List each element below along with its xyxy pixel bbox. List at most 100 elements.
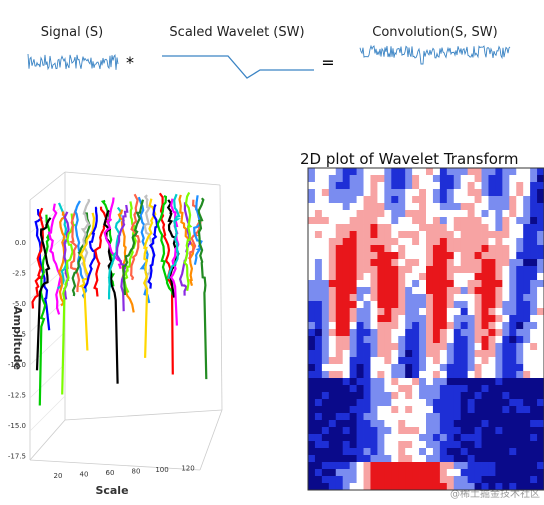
heat-cell (370, 217, 378, 225)
heat-cell (509, 252, 517, 260)
heat-cell (314, 168, 323, 176)
heat-cell (495, 343, 503, 351)
heat-cell (377, 224, 385, 232)
heat-cell (405, 329, 413, 337)
heat-cell (537, 462, 544, 470)
heat-cell (328, 245, 337, 253)
heat-cell (321, 350, 330, 358)
heat-cell (356, 483, 364, 491)
heat-cell (509, 259, 517, 267)
heat-cell (377, 385, 385, 393)
heat-cell (509, 231, 517, 239)
heat-cell (356, 301, 364, 309)
heat-cell (460, 399, 469, 407)
heat-cell (516, 315, 524, 323)
heat-cell (432, 357, 441, 365)
heat-cell (370, 413, 378, 421)
heat-cell (342, 245, 351, 253)
heat-cell (384, 364, 392, 372)
heat-cell (426, 322, 434, 330)
heat-cell (446, 392, 455, 400)
heat-cell (363, 266, 371, 274)
heat-cell (412, 210, 420, 218)
heat-cell (328, 224, 337, 232)
heat-cell (370, 273, 378, 281)
heat-cell (384, 399, 392, 407)
heat-cell (509, 322, 517, 330)
heat-cell (495, 196, 503, 204)
heat-cell (516, 224, 524, 232)
heat-cell (481, 217, 489, 225)
heat-cell (446, 259, 455, 267)
scale-curve (183, 191, 193, 291)
heat-cell (391, 301, 399, 309)
heat-cell (405, 350, 413, 358)
heat-cell (321, 399, 330, 407)
heat-cell (530, 245, 538, 253)
heat-cell (530, 469, 538, 477)
heat-cell (537, 294, 544, 302)
heat-cell (384, 238, 392, 246)
heat-cell (453, 357, 462, 365)
heat-cell (488, 364, 496, 372)
heat-cell (516, 364, 524, 372)
heat-cell (328, 203, 337, 211)
heat-cell (419, 273, 427, 281)
heat-cell (370, 308, 378, 316)
heat-cell (391, 385, 399, 393)
heat-cell (405, 266, 413, 274)
heat-cell (537, 427, 544, 435)
heat-cell (391, 434, 399, 442)
heat-cell (509, 301, 517, 309)
heat-cell (377, 245, 385, 253)
heat-cell (314, 476, 323, 484)
heat-cell (328, 259, 337, 267)
heat-cell (502, 273, 510, 281)
heat-cell (419, 203, 427, 211)
heat-cell (391, 273, 399, 281)
heat-cell (537, 168, 544, 176)
heat-cell (391, 168, 399, 176)
heat-cell (342, 189, 351, 197)
heat-cell (335, 238, 344, 246)
heat-cell (502, 357, 510, 365)
heat-cell (502, 392, 510, 400)
heat-cell (363, 462, 371, 470)
heat-cell (384, 392, 392, 400)
heat-cell (398, 441, 406, 449)
heat-cell (509, 343, 517, 351)
heat-cell (328, 168, 337, 176)
heat-cell (405, 364, 413, 372)
heat-cell (384, 441, 392, 449)
heat-cell (349, 462, 357, 470)
heat-cell (308, 399, 316, 407)
heat-cell (377, 252, 385, 260)
heat-cell (363, 357, 371, 365)
heat-cell (370, 182, 378, 190)
heat-cell (363, 483, 371, 491)
heat-cell (398, 168, 406, 176)
heat-cell (370, 455, 378, 463)
heat-cell (342, 392, 351, 400)
heat-cell (335, 392, 344, 400)
heat-cell (488, 420, 496, 428)
heat-cell (377, 462, 385, 470)
heat-cell (495, 357, 503, 365)
heat-cell (467, 371, 475, 379)
heat-cell (398, 182, 406, 190)
heat-cell (321, 168, 330, 176)
heat-cell (419, 224, 427, 232)
heat-cell (335, 189, 344, 197)
heat-cell (426, 427, 434, 435)
heat-cell (495, 413, 503, 421)
heat-cell (384, 469, 392, 477)
heat-cell (426, 441, 434, 449)
heat-cell (432, 322, 441, 330)
heat-cell (509, 385, 517, 393)
heat-cell (391, 364, 399, 372)
heat-cell (321, 483, 330, 491)
heat-cell (328, 399, 337, 407)
heat-cell (342, 294, 351, 302)
heat-cell (432, 385, 441, 393)
heat-cell (426, 175, 434, 183)
